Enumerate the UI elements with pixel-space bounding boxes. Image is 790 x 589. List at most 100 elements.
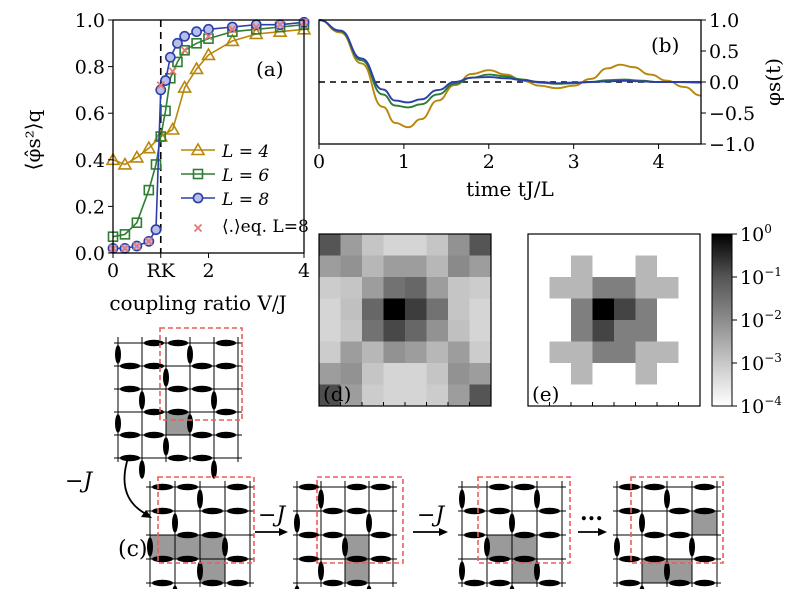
colorbar-tick-exp: 0 <box>764 222 772 236</box>
panel-d-cell <box>319 277 341 299</box>
a-ytick-label: 0.4 <box>75 150 105 172</box>
panel-c-label: (c) <box>118 537 148 562</box>
panel-d-cell <box>448 255 470 278</box>
a-series-0-point <box>189 61 204 75</box>
panel-d-cell <box>319 234 341 256</box>
panel-c-schematic: (c) −J −J −J ... <box>65 327 724 589</box>
panel-e-cell <box>657 277 679 299</box>
dimer <box>202 507 223 515</box>
dimer <box>619 483 640 491</box>
a-ytick-label: 0.2 <box>75 196 105 218</box>
panel-a-xlabel: coupling ratio V/J <box>109 291 286 315</box>
a-series-1-point <box>155 131 167 142</box>
shaded-plaquette <box>512 535 537 559</box>
dashed-region-box <box>157 476 255 564</box>
colorbar-tick-label: 10−3 <box>740 351 782 375</box>
shaded-plaquette <box>642 559 667 583</box>
dimer <box>694 507 715 515</box>
b-series-line-1 <box>318 19 702 109</box>
dimer <box>514 555 535 563</box>
panel-d-cell <box>448 384 470 407</box>
panel-e-cell <box>614 234 636 256</box>
dimer <box>644 531 665 539</box>
panel-d-cell <box>426 384 449 407</box>
dimer <box>644 555 665 563</box>
panel-d-cell <box>383 255 406 278</box>
colorbar-tick-base: 10 <box>740 267 764 289</box>
panel-e-cell <box>549 234 572 256</box>
panel-d-cell <box>405 384 427 407</box>
a-series-3-point <box>144 237 153 246</box>
panel-d-cell <box>469 320 492 342</box>
panel-d-frame <box>318 233 492 407</box>
dimer <box>177 531 198 539</box>
shaded-plaquette <box>345 535 369 559</box>
dimer <box>152 579 173 587</box>
dimer <box>187 345 193 364</box>
dimer <box>147 537 153 557</box>
legend-marker-0 <box>190 142 206 156</box>
hop-label-2: −J <box>258 503 286 528</box>
panel-d-cell <box>340 298 363 321</box>
dimer <box>167 454 189 462</box>
a-series-0-point <box>117 156 133 170</box>
panel-d-cell <box>340 277 363 299</box>
panel-e-cell <box>592 234 615 256</box>
dimer <box>322 507 344 515</box>
legend-label-1: L = 6 <box>221 166 269 186</box>
panel-d-cell <box>362 277 384 299</box>
panel-d-cell <box>383 363 406 385</box>
panel-e-label: (e) <box>532 382 559 406</box>
dimer <box>689 537 695 557</box>
panel-e-cell <box>678 384 701 407</box>
dimer <box>115 414 121 433</box>
dimer <box>370 531 392 539</box>
panel-d-cell <box>319 255 341 278</box>
dimer <box>489 507 510 515</box>
dimer <box>539 579 560 587</box>
panel-e-cell <box>678 298 701 321</box>
a-ytick-label: 0.0 <box>75 243 105 265</box>
panel-d-cell <box>319 320 341 342</box>
colorbar-tick-base: 10 <box>740 310 764 332</box>
a-series-1-point <box>179 44 190 56</box>
dimer <box>119 431 141 439</box>
panel-d-cell <box>340 320 363 342</box>
panel-d-cell <box>448 298 470 321</box>
panel-d-cell <box>383 234 406 256</box>
dimer <box>143 408 165 416</box>
panel-e-cell <box>592 277 615 299</box>
dimer <box>143 431 165 439</box>
colorbar-tick-exp: −4 <box>764 394 782 408</box>
dimer <box>644 483 665 491</box>
colorbar-tick-exp: −3 <box>764 351 782 365</box>
dimer <box>197 561 203 581</box>
panel-c-lattices <box>114 327 724 589</box>
dimer <box>119 385 141 393</box>
panel-e-cell <box>614 384 636 407</box>
shaded-plaquette <box>166 412 190 435</box>
lattice-4 <box>458 476 571 589</box>
colorbar-tick-label: 10−4 <box>740 394 782 418</box>
colorbar <box>711 233 733 407</box>
dimer <box>489 579 510 587</box>
a-series-3-point <box>120 244 130 253</box>
a-series-3-point <box>180 46 189 55</box>
panel-e-cell <box>657 234 679 256</box>
b-xtick-label: 1 <box>398 151 410 173</box>
panel-e-cell <box>571 341 593 364</box>
dimer <box>489 555 510 563</box>
dimer <box>318 561 324 581</box>
panel-e-cell <box>635 277 658 299</box>
panel-e-cell <box>614 255 636 278</box>
a-series-1-point <box>131 217 143 229</box>
dimer <box>191 385 213 393</box>
dimer <box>619 579 640 587</box>
panel-e-cell <box>528 341 550 364</box>
a-series-3-point <box>228 25 237 34</box>
panel-e-cell <box>614 320 636 342</box>
panel-e-cell <box>549 341 572 364</box>
dimer <box>298 483 320 491</box>
panel-e-cell <box>528 298 550 321</box>
